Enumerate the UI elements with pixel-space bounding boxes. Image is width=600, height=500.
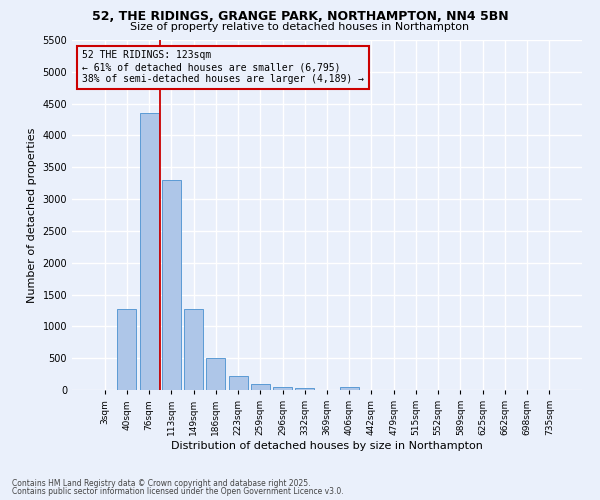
X-axis label: Distribution of detached houses by size in Northampton: Distribution of detached houses by size … [171, 441, 483, 451]
Bar [251, 384, 270, 390]
Y-axis label: Number of detached properties: Number of detached properties [27, 128, 37, 302]
Bar [162, 180, 181, 390]
Bar [340, 386, 359, 390]
Text: 52, THE RIDINGS, GRANGE PARK, NORTHAMPTON, NN4 5BN: 52, THE RIDINGS, GRANGE PARK, NORTHAMPTO… [92, 10, 508, 23]
Bar [273, 386, 292, 390]
Text: Size of property relative to detached houses in Northampton: Size of property relative to detached ho… [130, 22, 470, 32]
Text: Contains public sector information licensed under the Open Government Licence v3: Contains public sector information licen… [12, 487, 344, 496]
Text: Contains HM Land Registry data © Crown copyright and database right 2025.: Contains HM Land Registry data © Crown c… [12, 478, 311, 488]
Text: 52 THE RIDINGS: 123sqm
← 61% of detached houses are smaller (6,795)
38% of semi-: 52 THE RIDINGS: 123sqm ← 61% of detached… [82, 50, 364, 84]
Bar [118, 309, 136, 390]
Bar [229, 376, 248, 390]
Bar [206, 358, 225, 390]
Bar [140, 113, 158, 390]
Bar [295, 388, 314, 390]
Bar [184, 308, 203, 390]
